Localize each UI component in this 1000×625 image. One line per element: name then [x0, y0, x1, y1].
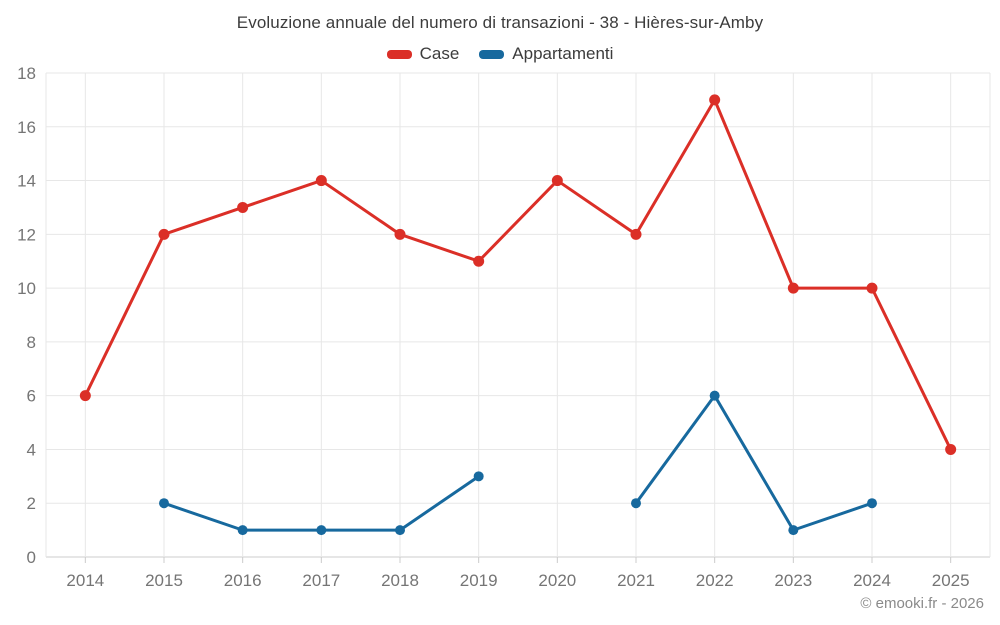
y-axis-tick-label: 2	[27, 494, 36, 513]
copyright-footer: © emooki.fr - 2026	[860, 595, 984, 612]
legend-item-appartamenti[interactable]: Appartamenti	[479, 44, 613, 64]
data-point-case-2015[interactable]	[158, 228, 170, 240]
y-axis-tick-label: 4	[27, 440, 36, 459]
y-axis-tick-label: 8	[27, 333, 36, 352]
y-axis-tick-label: 18	[17, 64, 36, 83]
data-point-case-2018[interactable]	[394, 228, 406, 240]
legend-label-appartamenti: Appartamenti	[512, 44, 614, 63]
data-point-case-2014[interactable]	[79, 390, 91, 402]
data-point-appartamenti-2017[interactable]	[316, 525, 327, 536]
data-point-appartamenti-2019[interactable]	[473, 471, 484, 482]
case-series-swatch-icon	[386, 49, 412, 59]
data-point-appartamenti-2018[interactable]	[395, 525, 405, 536]
series-line-appartamenti	[634, 394, 874, 532]
data-point-appartamenti-2015[interactable]	[159, 498, 169, 509]
chart-legend: Case Appartamenti	[0, 44, 1000, 64]
x-axis-tick-label: 2019	[460, 571, 498, 590]
x-axis-tick-label: 2014	[66, 571, 104, 590]
data-point-case-2022[interactable]	[709, 94, 721, 106]
y-axis-tick-label: 14	[17, 172, 36, 191]
data-point-appartamenti-2021[interactable]	[631, 498, 641, 509]
x-axis-tick-label: 2017	[302, 571, 340, 590]
data-point-case-2024[interactable]	[866, 282, 878, 294]
x-axis-tick-label: 2018	[381, 571, 419, 590]
data-point-case-2021[interactable]	[630, 228, 642, 240]
data-point-case-2025[interactable]	[945, 443, 957, 455]
x-axis-tick-label: 2024	[853, 571, 891, 590]
x-axis-tick-label: 2025	[932, 571, 970, 590]
x-axis-tick-label: 2015	[145, 571, 183, 590]
legend-label-case: Case	[419, 44, 460, 63]
x-axis-tick-label: 2016	[224, 571, 262, 590]
data-point-case-2020[interactable]	[551, 175, 563, 187]
y-axis-tick-label: 6	[27, 387, 36, 406]
series-line-case	[83, 98, 953, 451]
data-point-case-2023[interactable]	[787, 282, 799, 294]
data-point-case-2019[interactable]	[473, 255, 485, 267]
data-point-appartamenti-2023[interactable]	[788, 525, 799, 536]
legend-item-case[interactable]: Case	[386, 44, 460, 64]
x-axis-tick-label: 2023	[774, 571, 812, 590]
appartamenti-series-swatch-icon	[479, 49, 505, 59]
data-point-appartamenti-2022[interactable]	[709, 390, 720, 401]
y-axis-tick-label: 0	[27, 548, 36, 567]
x-axis-tick-label: 2020	[538, 571, 576, 590]
data-point-appartamenti-2024[interactable]	[867, 498, 877, 509]
data-point-case-2017[interactable]	[315, 175, 327, 187]
x-axis-tick-label: 2022	[696, 571, 734, 590]
y-axis-tick-label: 10	[17, 279, 36, 298]
data-point-case-2016[interactable]	[237, 201, 249, 213]
chart-title: Evoluzione annuale del numero di transaz…	[236, 13, 764, 32]
y-axis-tick-label: 12	[17, 225, 36, 244]
y-axis-tick-label: 16	[17, 118, 36, 137]
data-point-appartamenti-2016[interactable]	[237, 525, 248, 536]
x-axis-tick-label: 2021	[617, 571, 655, 590]
